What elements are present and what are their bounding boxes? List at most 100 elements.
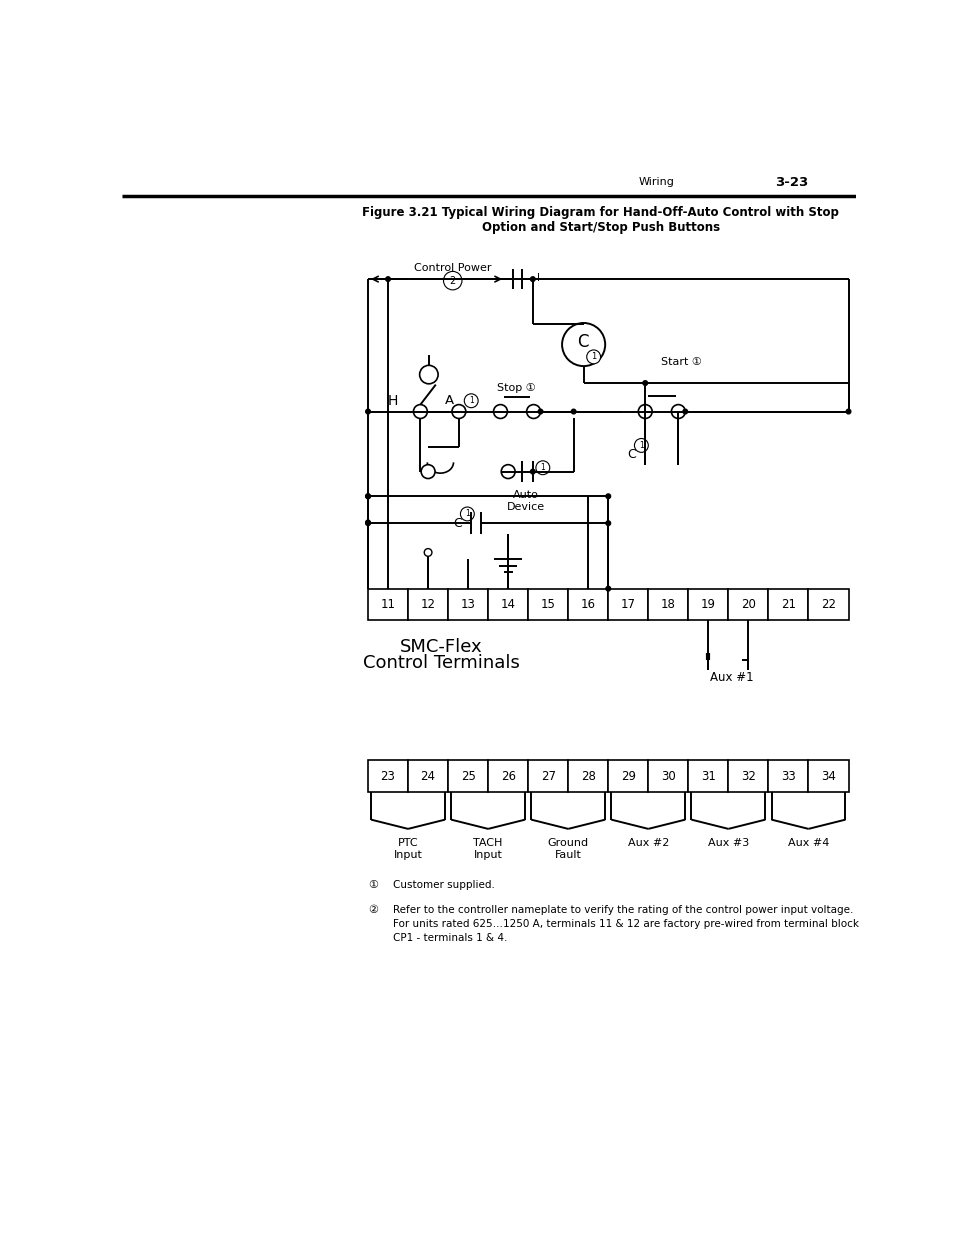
Text: 1: 1 (464, 510, 469, 519)
Text: A: A (445, 394, 454, 408)
Bar (528, 589, 568, 620)
Text: Customer supplied.: Customer supplied. (393, 879, 494, 889)
Bar (488, 589, 528, 620)
Circle shape (634, 438, 648, 452)
Circle shape (365, 520, 370, 525)
Circle shape (536, 461, 549, 474)
Bar (408, 761, 448, 792)
Text: 26: 26 (500, 769, 516, 783)
Text: 20: 20 (740, 598, 755, 611)
Text: C: C (626, 448, 635, 461)
Bar (648, 589, 688, 620)
Text: 18: 18 (660, 598, 675, 611)
Text: Figure 3.21 Typical Wiring Diagram for Hand-Off-Auto Control with Stop: Figure 3.21 Typical Wiring Diagram for H… (362, 206, 838, 220)
Text: Aux #4: Aux #4 (787, 837, 828, 847)
Text: 16: 16 (580, 598, 595, 611)
Circle shape (526, 405, 540, 419)
Circle shape (420, 464, 435, 478)
Circle shape (500, 464, 515, 478)
Text: 29: 29 (620, 769, 635, 783)
Text: 11: 11 (380, 598, 395, 611)
Text: H: H (387, 394, 397, 408)
Bar (807, 761, 847, 792)
Circle shape (537, 409, 542, 414)
Text: Input: Input (394, 850, 422, 860)
Circle shape (452, 405, 465, 419)
Text: 23: 23 (380, 769, 395, 783)
Text: Aux #2: Aux #2 (627, 837, 668, 847)
Bar (448, 589, 488, 620)
Text: SMC-Flex: SMC-Flex (399, 638, 482, 656)
Bar (368, 761, 408, 792)
Text: 1: 1 (591, 352, 596, 362)
Text: C: C (577, 333, 588, 351)
Text: Device: Device (506, 501, 544, 513)
Circle shape (605, 521, 610, 526)
Text: 17: 17 (620, 598, 635, 611)
Circle shape (413, 405, 427, 419)
Circle shape (443, 272, 461, 290)
Text: PTC: PTC (397, 837, 418, 847)
Bar (448, 761, 488, 792)
Text: Option and Start/Stop Push Buttons: Option and Start/Stop Push Buttons (481, 221, 719, 233)
Circle shape (530, 469, 535, 474)
Text: 31: 31 (700, 769, 715, 783)
Circle shape (605, 587, 610, 592)
Bar (608, 761, 648, 792)
Text: Stop ①: Stop ① (497, 383, 536, 394)
Text: 2: 2 (449, 275, 456, 285)
Text: 25: 25 (460, 769, 476, 783)
Bar (368, 589, 408, 620)
Text: Input: Input (474, 850, 502, 860)
Text: 33: 33 (781, 769, 795, 783)
Text: 27: 27 (540, 769, 556, 783)
Circle shape (419, 366, 437, 384)
Circle shape (845, 409, 850, 414)
Circle shape (365, 494, 370, 499)
Circle shape (586, 350, 600, 364)
Bar (408, 589, 448, 620)
Text: 15: 15 (540, 598, 555, 611)
Circle shape (642, 380, 647, 385)
Circle shape (682, 409, 687, 414)
Circle shape (385, 277, 390, 282)
Circle shape (424, 548, 432, 556)
Text: Auto: Auto (513, 490, 538, 500)
Text: C: C (453, 516, 461, 530)
Circle shape (638, 405, 652, 419)
Text: 1: 1 (639, 441, 643, 450)
Text: 19: 19 (700, 598, 715, 611)
Text: I: I (537, 273, 540, 283)
Bar (767, 761, 807, 792)
Text: 32: 32 (740, 769, 755, 783)
Circle shape (561, 324, 604, 366)
Text: Wiring: Wiring (639, 177, 674, 186)
Text: 21: 21 (781, 598, 795, 611)
Bar (728, 589, 767, 620)
Text: TACH: TACH (473, 837, 502, 847)
Text: 1: 1 (540, 463, 544, 472)
Text: 13: 13 (460, 598, 476, 611)
Text: ②: ② (368, 905, 377, 915)
Text: Fault: Fault (555, 850, 581, 860)
Text: 24: 24 (420, 769, 436, 783)
Text: ①: ① (368, 879, 377, 889)
Bar (608, 589, 648, 620)
Text: Aux #1: Aux #1 (709, 672, 753, 684)
Bar (648, 761, 688, 792)
Circle shape (460, 508, 474, 521)
Circle shape (493, 405, 507, 419)
Circle shape (365, 494, 370, 499)
Bar (767, 589, 807, 620)
Circle shape (671, 405, 684, 419)
Text: 14: 14 (500, 598, 516, 611)
Circle shape (365, 521, 370, 526)
Text: 28: 28 (580, 769, 595, 783)
Bar (488, 761, 528, 792)
Bar (688, 761, 728, 792)
Circle shape (530, 277, 535, 282)
Text: 1: 1 (468, 396, 473, 405)
Text: Control Terminals: Control Terminals (362, 653, 519, 672)
Circle shape (571, 409, 576, 414)
Text: 30: 30 (660, 769, 675, 783)
